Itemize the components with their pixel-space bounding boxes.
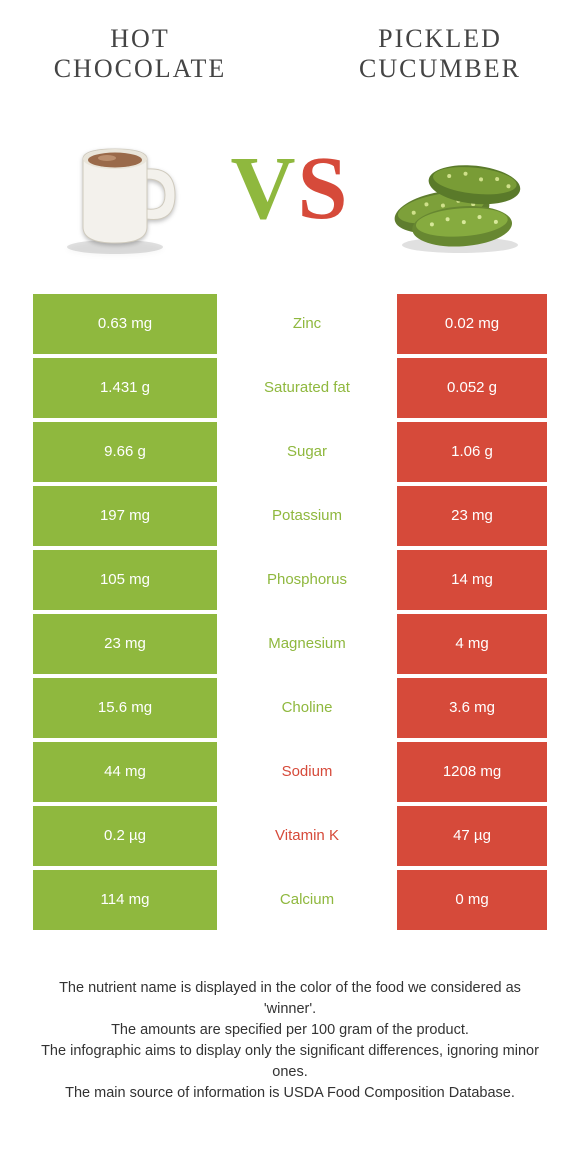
table-row: 0.63 mgZinc0.02 mg [33,294,547,354]
left-value-cell: 1.431 g [33,358,217,418]
left-value-cell: 0.2 µg [33,806,217,866]
nutrient-label-cell: Sugar [217,422,397,482]
left-food-title: HOT CHOCOLATE [40,24,240,84]
hot-chocolate-icon [48,114,198,264]
table-row: 105 mgPhosphorus14 mg [33,550,547,610]
pickled-cucumber-icon [382,114,532,264]
nutrient-label-cell: Vitamin K [217,806,397,866]
table-row: 15.6 mgCholine3.6 mg [33,678,547,738]
nutrient-label-cell: Zinc [217,294,397,354]
right-value-cell: 1.06 g [397,422,547,482]
left-value-cell: 23 mg [33,614,217,674]
nutrient-label-cell: Calcium [217,870,397,930]
table-row: 1.431 gSaturated fat0.052 g [33,358,547,418]
right-value-cell: 0.052 g [397,358,547,418]
nutrient-label-cell: Sodium [217,742,397,802]
nutrient-label-cell: Phosphorus [217,550,397,610]
nutrient-label-cell: Potassium [217,486,397,546]
left-value-cell: 44 mg [33,742,217,802]
left-value-cell: 9.66 g [33,422,217,482]
right-value-cell: 1208 mg [397,742,547,802]
right-value-cell: 0.02 mg [397,294,547,354]
right-value-cell: 0 mg [397,870,547,930]
table-row: 114 mgCalcium0 mg [33,870,547,930]
footer-notes: The nutrient name is displayed in the co… [0,934,580,1104]
vs-label: VS [230,137,349,240]
nutrient-label-cell: Choline [217,678,397,738]
table-row: 44 mgSodium1208 mg [33,742,547,802]
left-value-cell: 0.63 mg [33,294,217,354]
table-row: 197 mgPotassium23 mg [33,486,547,546]
nutrient-table: 0.63 mgZinc0.02 mg1.431 gSaturated fat0.… [33,294,547,934]
right-value-cell: 23 mg [397,486,547,546]
vs-letter-v: V [230,139,297,238]
footer-line: The nutrient name is displayed in the co… [38,978,542,1020]
vs-letter-s: S [297,139,349,238]
right-value-cell: 4 mg [397,614,547,674]
right-food-title: PICKLED CUCUMBER [340,24,540,84]
right-value-cell: 47 µg [397,806,547,866]
hero-row: VS [0,96,580,294]
left-value-cell: 197 mg [33,486,217,546]
left-value-cell: 105 mg [33,550,217,610]
table-row: 9.66 gSugar1.06 g [33,422,547,482]
table-row: 23 mgMagnesium4 mg [33,614,547,674]
nutrient-label-cell: Magnesium [217,614,397,674]
left-value-cell: 15.6 mg [33,678,217,738]
table-row: 0.2 µgVitamin K47 µg [33,806,547,866]
footer-line: The amounts are specified per 100 gram o… [38,1020,542,1041]
right-value-cell: 14 mg [397,550,547,610]
nutrient-label-cell: Saturated fat [217,358,397,418]
right-value-cell: 3.6 mg [397,678,547,738]
footer-line: The main source of information is USDA F… [38,1083,542,1104]
footer-line: The infographic aims to display only the… [38,1041,542,1083]
left-value-cell: 114 mg [33,870,217,930]
header: HOT CHOCOLATE PICKLED CUCUMBER [0,0,580,96]
